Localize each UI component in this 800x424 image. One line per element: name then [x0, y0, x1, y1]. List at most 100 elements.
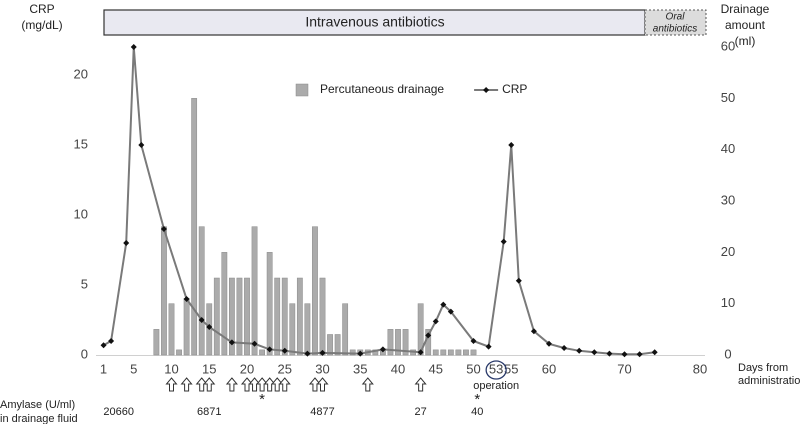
y-axis-title: (mg/dL): [21, 18, 62, 32]
x-tick-label: 80: [693, 361, 707, 376]
bar: [327, 334, 333, 356]
bar: [296, 277, 303, 356]
y2-tick-label: 60: [721, 38, 735, 53]
point: [508, 142, 515, 148]
bar: [236, 277, 243, 356]
point: [470, 338, 477, 344]
bar: [319, 277, 326, 356]
x-tick-label: 1: [100, 361, 107, 376]
y-tick-label: 0: [81, 346, 88, 361]
point: [228, 339, 235, 346]
bar: [447, 349, 454, 356]
bar: [198, 226, 205, 356]
amylase-value: 6871: [197, 406, 221, 418]
bar: [432, 349, 439, 356]
bar: [402, 329, 409, 356]
point: [266, 346, 273, 353]
x-tick-label: 25: [278, 361, 292, 376]
bar: [334, 334, 341, 356]
x-tick-label: 60: [542, 361, 556, 376]
sampling-arrow: [414, 377, 427, 392]
legend-label: CRP: [502, 82, 527, 96]
bar: [304, 303, 311, 356]
sampling-arrow: [278, 377, 291, 392]
sampling-arrow: [225, 377, 238, 392]
x-tick-label: 55: [504, 361, 518, 376]
amylase-value: 20660: [103, 406, 134, 418]
bar: [161, 226, 167, 356]
legend-swatch: [483, 87, 490, 93]
bar: [183, 298, 190, 356]
point: [417, 349, 424, 356]
bar: [266, 252, 273, 356]
bar: [251, 226, 258, 356]
point: [100, 342, 107, 349]
point: [530, 328, 537, 335]
y-axis-title: CRP: [29, 2, 54, 16]
bar: [191, 98, 198, 356]
annotation: operation: [473, 380, 519, 392]
point: [591, 349, 598, 356]
point: [636, 351, 643, 358]
point: [621, 351, 628, 358]
y2-tick-label: 0: [724, 346, 731, 361]
point: [576, 347, 583, 354]
bar: [221, 252, 228, 356]
point: [160, 226, 167, 232]
bar: [176, 349, 182, 356]
bar: [470, 349, 477, 356]
asterisk: *: [474, 391, 480, 408]
phase-label: Intravenous antibiotics: [305, 14, 444, 30]
y2-tick-label: 10: [721, 295, 735, 310]
amylase-label: in drainage fluid: [0, 413, 78, 424]
legend-label: Percutaneous drainage: [320, 82, 444, 96]
phase-label: antibiotics: [653, 24, 697, 35]
x-tick-label: 50: [466, 361, 480, 376]
y2-axis-title: amount: [725, 18, 766, 32]
sampling-arrow: [180, 377, 193, 392]
y2-axis-title: (ml): [735, 34, 756, 48]
point: [251, 340, 258, 347]
y2-tick-label: 20: [721, 244, 735, 259]
y2-tick-label: 40: [721, 141, 735, 156]
amylase-value: 4877: [310, 406, 334, 418]
point: [440, 301, 447, 308]
point: [606, 350, 613, 357]
point: [108, 338, 115, 344]
operation-circle: [485, 360, 507, 380]
x-tick-label: 5: [130, 361, 137, 376]
x-axis-title: administration: [738, 375, 800, 387]
sampling-arrow: [203, 377, 216, 392]
y-tick-label: 10: [74, 206, 88, 221]
phase-label: Oral: [666, 12, 686, 23]
bar: [463, 349, 469, 356]
x-axis-title: Days from: [738, 362, 788, 374]
point: [485, 343, 492, 350]
point: [319, 349, 326, 356]
x-tick-label: 15: [202, 361, 216, 376]
bar: [312, 226, 318, 356]
x-tick-label: 40: [391, 361, 405, 376]
bar: [281, 277, 288, 356]
point: [561, 345, 568, 351]
amylase-value: 27: [415, 406, 427, 418]
x-tick-label: 35: [353, 361, 367, 376]
point: [123, 240, 130, 246]
y2-axis-title: Drainage: [721, 2, 770, 16]
bar: [259, 349, 265, 356]
bar: [153, 329, 160, 356]
x-tick-label: 30: [315, 361, 329, 376]
bar: [229, 277, 235, 356]
point: [130, 44, 137, 50]
bar: [289, 303, 296, 356]
x-tick-label: 53: [489, 361, 503, 376]
bar: [342, 303, 349, 356]
legend-swatch: [295, 83, 309, 97]
point: [447, 308, 454, 315]
bar: [213, 277, 220, 356]
sampling-arrow: [361, 377, 374, 392]
point: [425, 332, 432, 339]
point: [138, 142, 145, 148]
phase-box: [103, 9, 646, 36]
